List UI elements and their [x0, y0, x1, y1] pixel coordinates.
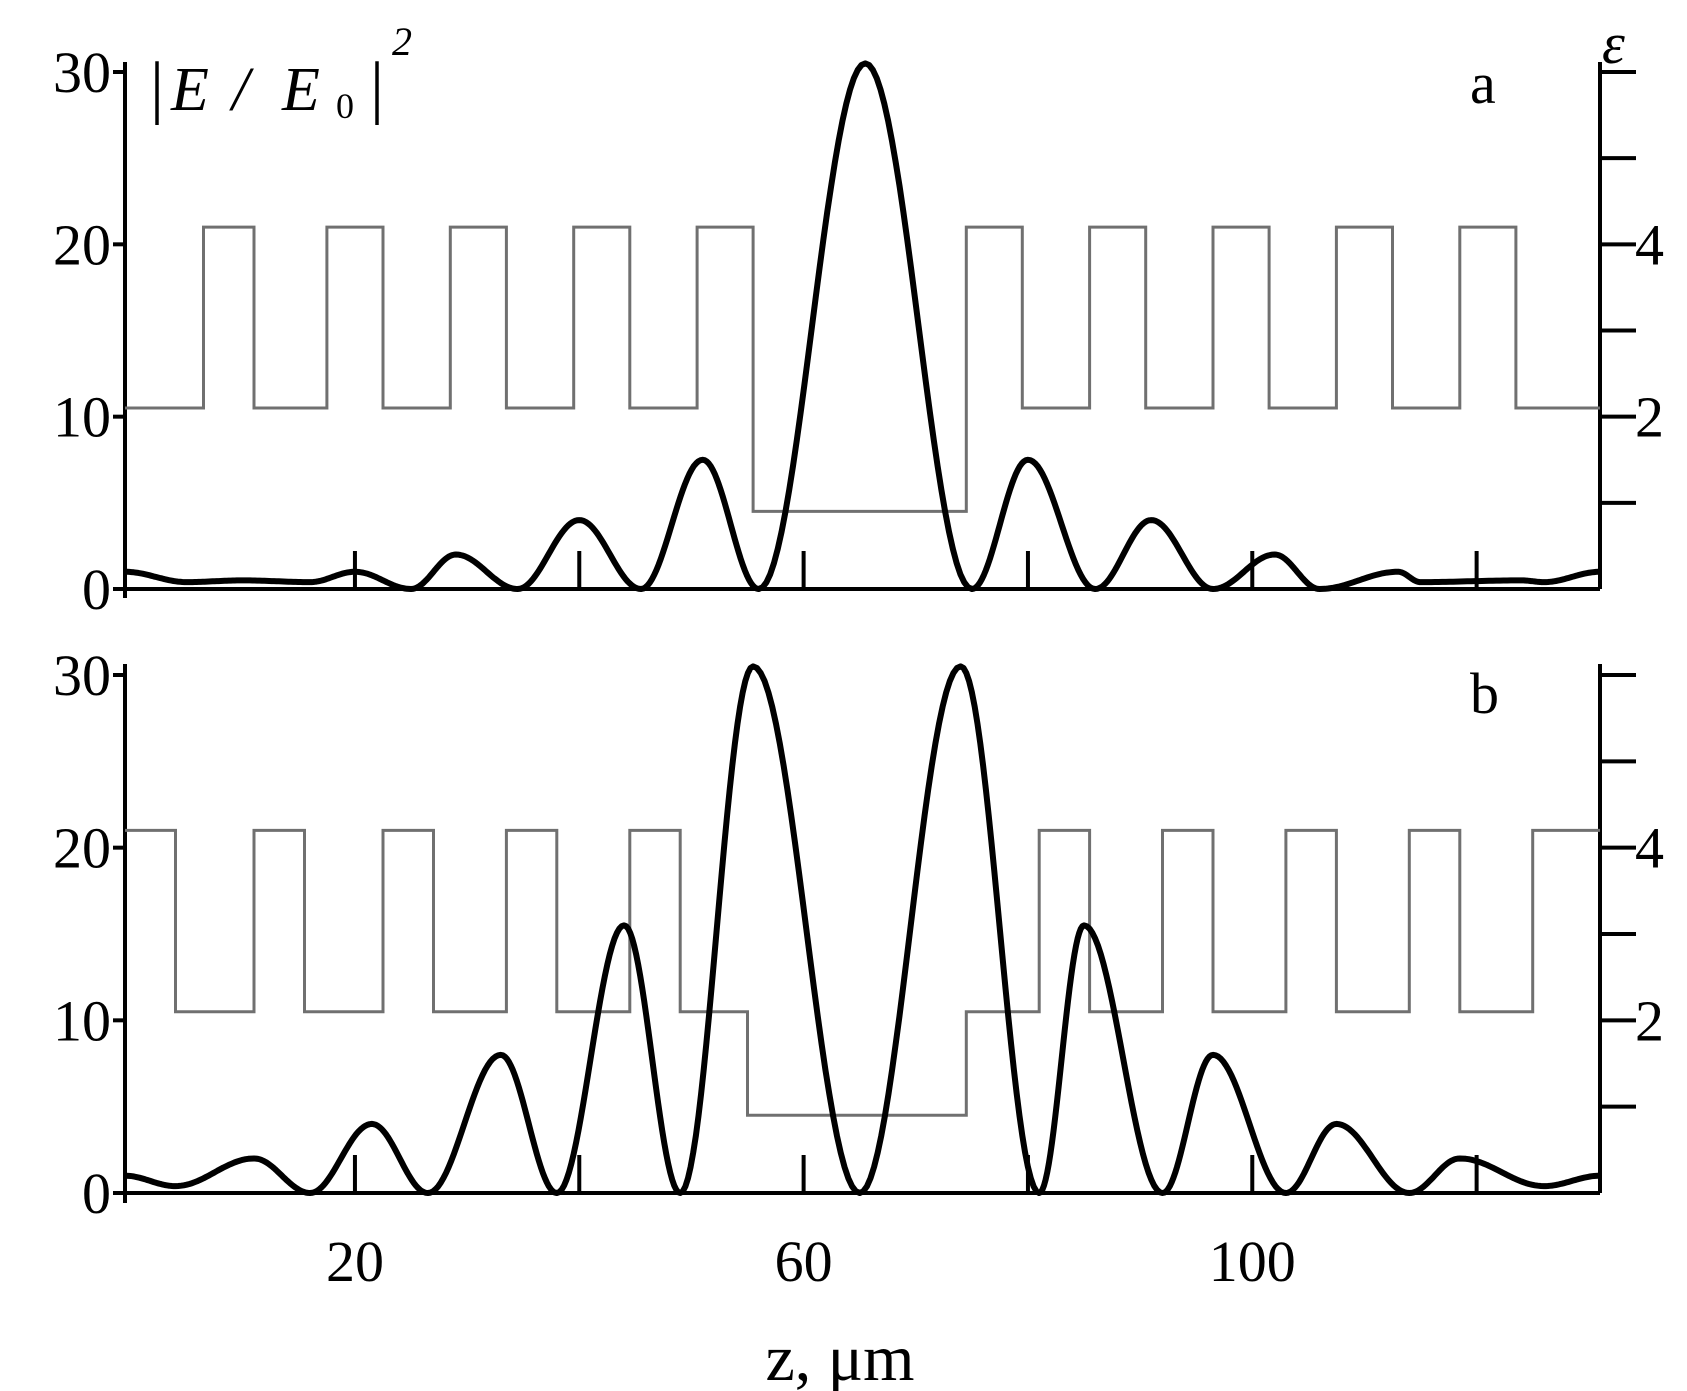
left-y-tick-label: 0: [82, 1161, 111, 1226]
label-E0-subscript: 0: [336, 86, 354, 126]
right-y-tick-label: 2: [1635, 988, 1664, 1053]
x-ticks-a: [352, 551, 1479, 589]
panel-label-a: a: [1470, 51, 1496, 116]
right-y-ticks-a: 24: [1600, 70, 1664, 505]
x-tick-labels-b: 20 60 100: [326, 1229, 1296, 1294]
right-y-tick-label: 4: [1635, 212, 1664, 277]
x-tick-label: 20: [326, 1229, 384, 1294]
left-y-tick-label: 20: [53, 212, 111, 277]
left-y-ticks-b: 0 10 20 30: [53, 643, 125, 1226]
left-y-tick-label: 30: [53, 40, 111, 105]
label-exponent: 2: [392, 19, 412, 64]
epsilon-profile-line-b: [125, 828, 1600, 1117]
label-E: E: [170, 56, 209, 124]
x-tick-label: 60: [775, 1229, 833, 1294]
left-y-tick-label: 10: [53, 988, 111, 1053]
right-y-tick-label: 4: [1635, 816, 1664, 881]
panel-label-b: b: [1470, 661, 1499, 726]
right-y-tick-label: 2: [1635, 385, 1664, 450]
left-y-tick-label: 20: [53, 816, 111, 881]
field-intensity-line-a: [124, 60, 1601, 592]
x-tick-label: 100: [1209, 1229, 1296, 1294]
left-y-tick-label: 30: [53, 643, 111, 708]
left-y-tick-label: 0: [82, 557, 111, 622]
right-y-ticks-b: 24: [1600, 673, 1664, 1109]
label-E0: E: [281, 56, 320, 124]
x-axis-label: z, μm: [765, 1322, 914, 1391]
abs-bar-right: |: [370, 49, 384, 126]
epsilon-profile-line-a: [125, 225, 1600, 513]
right-axis-label-epsilon: ε: [1602, 11, 1625, 76]
field-intensity-line-b: [123, 663, 1601, 1196]
abs-bar-left: |: [150, 49, 164, 126]
left-y-ticks-a: 0 10 20 30: [53, 40, 125, 622]
left-y-tick-label: 10: [53, 385, 111, 450]
